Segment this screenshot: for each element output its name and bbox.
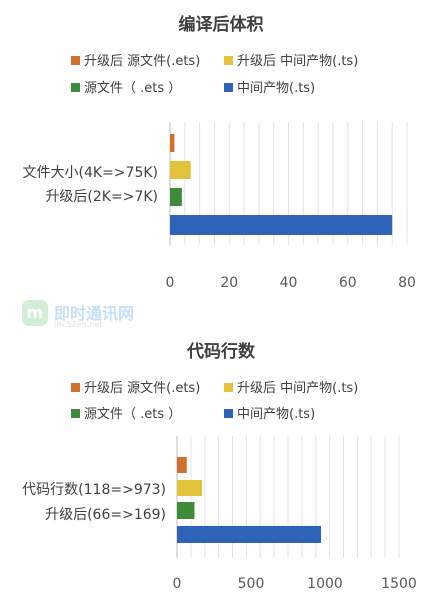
category-label: 升级后(2K=>7K) [45,189,158,205]
watermark-logo-icon: m [22,300,48,326]
bar-3 [170,188,182,206]
chart-title: 代码行数 [186,341,256,362]
category-label: 代码行数(118=>973) [22,482,166,498]
x-tick-label: 20 [220,275,238,291]
chart-compiled-size: 编译后体积升级后 源文件(.ets) 升级后 中间产物(.ts) 源文件（ .ets… [0,0,443,300]
legend-swatch [224,56,233,65]
legend-label: 升级后 源文件(.ets) [84,381,200,396]
legend-label: 升级后 中间产物(.ts) [237,381,358,396]
bar-4 [177,526,322,543]
x-tick-label: 1500 [381,576,417,592]
legend-swatch [71,56,80,65]
x-tick-label: 1000 [307,576,343,592]
x-tick-label: 60 [339,275,357,291]
category-label: 文件大小(4K=>75K) [23,165,158,181]
bar-1 [177,457,187,473]
legend-label: 升级后 源文件(.ets) [84,54,200,69]
bar-2 [170,161,191,179]
legend-label: 中间产物(.ts) [237,407,315,422]
legend-swatch [224,383,233,392]
legend-label: 中间产物(.ts) [237,81,315,96]
legend-swatch [224,83,233,92]
watermark-text: 即时通讯网 [54,304,135,323]
bar-4 [170,215,393,235]
chart-title: 编译后体积 [179,14,264,35]
watermark-subtext: im.52im.net [54,320,103,329]
bar-1 [170,134,175,152]
legend-swatch [71,383,80,392]
bar-2 [177,480,203,496]
x-tick-label: 40 [280,275,298,291]
x-tick-label: 500 [238,576,265,592]
legend-swatch [71,409,80,418]
legend-label: 升级后 中间产物(.ts) [237,54,358,69]
x-tick-label: 80 [398,275,416,291]
legend-swatch [224,409,233,418]
x-tick-label: 0 [166,275,175,291]
category-label: 升级后(66=>169) [45,507,166,523]
legend-swatch [71,83,80,92]
legend-label: 源文件（ .ets ） [84,407,181,422]
chart-code-lines: 代码行数升级后 源文件(.ets) 升级后 中间产物(.ts) 源文件（ .ets … [0,330,443,606]
x-tick-label: 0 [173,576,182,592]
bar-3 [177,502,195,519]
watermark: m 即时通讯网 im.52im.net [22,298,152,334]
legend-label: 源文件（ .ets ） [84,81,181,96]
